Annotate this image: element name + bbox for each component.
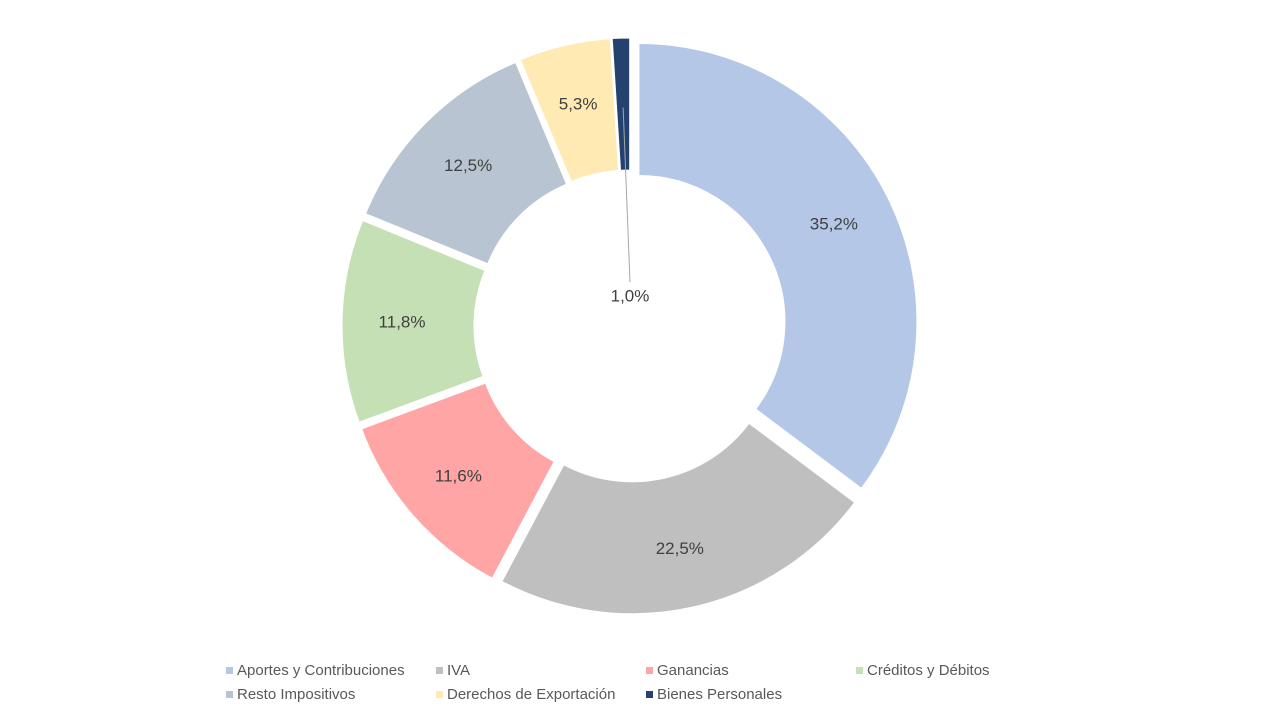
data-label-0: 35,2% <box>810 214 858 233</box>
data-label-4: 12,5% <box>444 156 492 175</box>
legend-item-0: Aportes y Contribuciones <box>226 662 436 679</box>
legend-item-2: Ganancias <box>646 662 856 679</box>
slice-1 <box>501 422 856 615</box>
legend-swatch-6 <box>646 691 653 698</box>
legend-swatch-4 <box>226 691 233 698</box>
slice-0 <box>638 43 918 489</box>
data-label-5: 5,3% <box>559 94 598 113</box>
slice-6 <box>611 37 631 171</box>
legend-swatch-2 <box>646 667 653 674</box>
leader-line-6 <box>622 107 631 283</box>
legend-label-6: Bienes Personales <box>657 686 783 703</box>
legend-label-3: Créditos y Débitos <box>867 662 990 679</box>
legend-swatch-5 <box>436 691 443 698</box>
legend-item-3: Créditos y Débitos <box>856 662 1086 679</box>
slice-3 <box>341 219 486 423</box>
legend-item-5: Derechos de Exportación <box>436 686 646 703</box>
legend-item-4: Resto Impositivos <box>226 686 436 703</box>
slice-2 <box>361 382 555 579</box>
legend-label-2: Ganancias <box>657 662 729 679</box>
legend-swatch-0 <box>226 667 233 674</box>
data-label-1: 22,5% <box>656 539 704 558</box>
data-label-3: 11,8% <box>379 313 426 332</box>
legend-swatch-3 <box>856 667 863 674</box>
legend-item-1: IVA <box>436 662 646 679</box>
data-label-2: 11,6% <box>435 467 482 486</box>
data-label-6: 1,0% <box>611 287 650 306</box>
legend-label-1: IVA <box>447 662 471 679</box>
chart-legend: Aportes y Contribuciones IVA Ganancias Créd… <box>226 662 1086 703</box>
legend-label-0: Aportes y Contribuciones <box>237 662 405 679</box>
legend-swatch-1 <box>436 667 443 674</box>
slice-5 <box>519 38 620 183</box>
legend-item-6: Bienes Personales <box>646 686 856 703</box>
legend-label-5: Derechos de Exportación <box>447 686 616 703</box>
legend-label-4: Resto Impositivos <box>237 686 356 703</box>
donut-chart: 35,2% 22,5% 11,6% 11,8% 12,5% 5,3% 1,0% <box>341 37 918 615</box>
slice-4 <box>364 61 568 265</box>
